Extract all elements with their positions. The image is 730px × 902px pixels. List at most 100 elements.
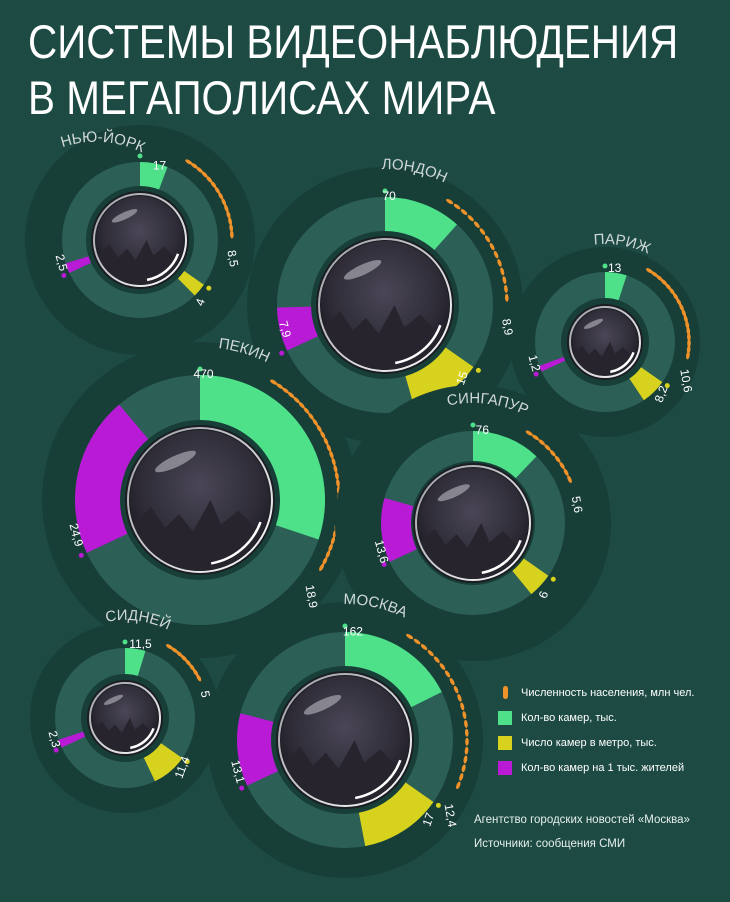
metro-value-label-group: 8,2 — [652, 383, 671, 404]
cameras-arc — [345, 631, 442, 708]
population-value-label-group: 12,4 — [442, 803, 460, 829]
skyline-reflection — [324, 305, 446, 370]
per-1000-arc — [237, 713, 278, 786]
lens-highlight — [111, 209, 138, 223]
population-mark — [326, 444, 332, 452]
population-mark — [303, 407, 310, 414]
legend-swatch-cameras — [498, 710, 512, 725]
cameras-value-label: 70 — [382, 189, 396, 203]
population-mark — [319, 563, 325, 571]
metro-value-label-group: 6 — [536, 589, 552, 600]
population-mark — [293, 396, 300, 404]
lens-glint — [395, 324, 442, 365]
population-mark — [456, 781, 461, 790]
population-mark — [185, 159, 193, 165]
population-mark — [413, 638, 421, 645]
cameras-marker — [137, 153, 143, 159]
per-1000-value-label: 13,6 — [372, 538, 392, 564]
population-mark — [433, 656, 440, 663]
lens-rim — [127, 427, 273, 573]
population-mark — [563, 468, 569, 476]
cameras-arc — [385, 197, 458, 250]
population-mark — [538, 439, 545, 446]
population-value-label-group: 18,9 — [303, 584, 321, 610]
legend-label: Численность населения, млн чел. — [521, 686, 695, 699]
title-line-2: В МЕГАПОЛИСАХ МИРА — [28, 71, 496, 124]
lens-rim — [278, 673, 412, 807]
cameras-marker — [122, 639, 128, 645]
metro-arc — [512, 558, 549, 595]
population-mark — [464, 728, 469, 737]
cameras-value-label: 11,5 — [129, 637, 152, 651]
population-mark — [554, 455, 561, 463]
per-1000-arc — [539, 357, 566, 372]
legend-label: Число камер в метро, тыс. — [521, 736, 657, 749]
per-1000-arc — [277, 306, 318, 351]
population-mark — [282, 387, 289, 394]
metro-arc — [143, 743, 183, 782]
per-1000-value-label: 24,9 — [66, 522, 86, 548]
page-title: СИСТЕМЫ ВИДЕОНАБЛЮДЕНИЯ В МЕГАПОЛИСАХ МИ… — [28, 14, 678, 126]
population-mark — [218, 192, 224, 200]
cameras-arc — [140, 162, 168, 190]
lens-rim — [93, 193, 187, 287]
lens-rim — [89, 682, 161, 754]
cameras-value-label: 76 — [476, 423, 490, 437]
per-1000-value-label: 2,3 — [45, 729, 63, 749]
population-mark — [453, 685, 459, 694]
metro-arc — [405, 347, 474, 409]
legend-label: Кол-во камер, тыс. — [521, 711, 617, 724]
population-mark — [298, 402, 305, 409]
population-mark — [567, 475, 572, 483]
population-mark — [312, 418, 318, 426]
population-mark — [464, 746, 469, 755]
population-mark — [444, 670, 451, 678]
city-gauge — [510, 247, 700, 437]
metro-marker — [184, 759, 190, 765]
credits: Агентство городских новостей «Москва» Ис… — [474, 808, 690, 856]
skyline-reflection — [420, 523, 526, 579]
lens-highlight — [343, 259, 382, 280]
per-1000-arc — [381, 497, 417, 562]
legend-item-cameras: Кол-во камер, тыс. — [498, 705, 694, 730]
population-mark — [221, 198, 227, 206]
metro-value-label-group: 17 — [420, 811, 438, 829]
population-mark — [316, 424, 322, 432]
metro-arc — [177, 270, 204, 296]
population-value-label: 5 — [198, 690, 213, 699]
population-value-label: 8,9 — [499, 318, 516, 337]
population-mark — [457, 694, 462, 702]
population-mark — [544, 444, 551, 451]
population-mark — [323, 437, 329, 445]
person-icon — [498, 686, 512, 699]
lens-glint — [210, 521, 262, 565]
population-mark — [465, 737, 469, 746]
population-mark — [228, 217, 232, 226]
lens-glint — [129, 727, 155, 750]
cameras-value-label-group: 11,5 — [129, 637, 152, 651]
legend: Численность населения, млн чел. Кол-во к… — [498, 680, 694, 780]
per-1000-value-label: 1,2 — [525, 353, 543, 373]
city-gauge — [335, 385, 611, 661]
population-value-label: 12,4 — [442, 803, 460, 829]
population-mark — [190, 162, 198, 169]
population-mark — [270, 379, 278, 385]
population-mark — [676, 298, 682, 306]
cameras-marker — [602, 263, 608, 269]
cameras-marker — [342, 623, 348, 629]
population-value-label: 10,6 — [677, 368, 695, 394]
city-gauge — [42, 342, 358, 658]
cameras-value-label-group: 470 — [194, 367, 214, 381]
population-mark — [687, 339, 691, 348]
population-mark — [453, 203, 461, 210]
lens-glint — [146, 253, 180, 282]
city-gauge — [25, 125, 255, 355]
population-mark — [549, 449, 556, 457]
per-1000-value-label-group: 2,5 — [53, 253, 71, 273]
cameras-marker — [470, 422, 476, 428]
metro-marker — [550, 576, 556, 582]
population-mark — [224, 204, 229, 213]
per-1000-value-label-group: 24,9 — [66, 522, 86, 548]
skyline-reflection — [133, 500, 267, 571]
